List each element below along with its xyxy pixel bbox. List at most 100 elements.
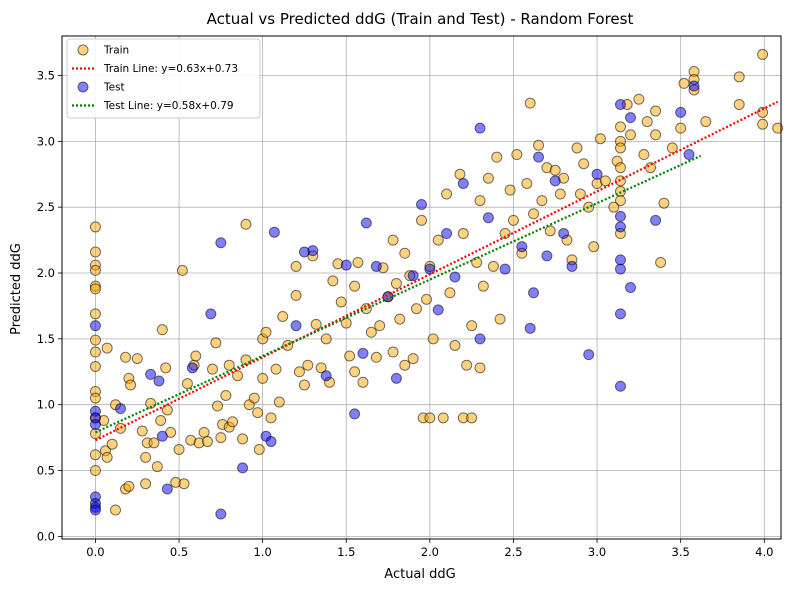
- train-point: [155, 414, 167, 426]
- train-point: [658, 197, 670, 209]
- train-point: [466, 412, 478, 424]
- test-point: [614, 254, 626, 266]
- train-point: [327, 275, 339, 287]
- train-point: [349, 280, 361, 292]
- train-point: [437, 412, 449, 424]
- train-point: [387, 346, 399, 358]
- train-point: [89, 221, 101, 233]
- test-point: [683, 149, 695, 161]
- train-point: [115, 422, 127, 434]
- legend-train-line-label: Train Line: y=0.63x+0.73: [103, 63, 238, 75]
- train-point: [123, 480, 135, 492]
- train-point: [335, 296, 347, 308]
- test-point: [449, 271, 461, 283]
- train-point: [444, 287, 456, 299]
- legend: Train Train Line: y=0.63x+0.73 Test Test Li…: [66, 38, 261, 119]
- y-tick-label: 3.5: [37, 69, 55, 83]
- train-point: [349, 366, 361, 378]
- train-fit-line: [94, 100, 779, 442]
- train-point: [260, 326, 272, 338]
- train-point: [554, 188, 566, 200]
- train-point: [499, 228, 511, 240]
- legend-box: [66, 38, 261, 119]
- train-point: [650, 105, 662, 117]
- train-point: [370, 351, 382, 363]
- test-point: [558, 228, 570, 240]
- test-point: [675, 106, 687, 118]
- test-series: [89, 80, 700, 520]
- test-point: [186, 362, 198, 374]
- test-point: [153, 375, 165, 387]
- test-point: [215, 237, 227, 249]
- test-point: [591, 168, 603, 180]
- y-tick-label: 2.5: [37, 200, 55, 214]
- test-point: [307, 245, 319, 257]
- train-point: [421, 293, 433, 305]
- test-point: [268, 226, 280, 238]
- test-point: [650, 214, 662, 226]
- train-point: [521, 177, 533, 189]
- train-series: [89, 48, 784, 516]
- x-tick-label: 2.5: [504, 545, 522, 559]
- x-tick-label: 0.5: [170, 545, 188, 559]
- train-point: [282, 339, 294, 351]
- test-point: [516, 241, 528, 253]
- train-point: [220, 389, 232, 401]
- train-point: [678, 77, 690, 89]
- train-point: [407, 353, 419, 365]
- x-tick-label: 4.0: [755, 545, 773, 559]
- y-tick-label: 1.0: [37, 398, 55, 412]
- test-point: [360, 217, 372, 229]
- train-point: [533, 139, 545, 151]
- train-point: [89, 346, 101, 358]
- train-point: [578, 158, 590, 170]
- train-point: [131, 353, 143, 365]
- test-point: [115, 403, 127, 415]
- train-point: [210, 337, 222, 349]
- train-point: [625, 129, 637, 141]
- train-point: [89, 308, 101, 320]
- legend-train-marker: [77, 44, 89, 56]
- train-point: [733, 98, 745, 110]
- train-point: [466, 320, 478, 332]
- train-point: [461, 359, 473, 371]
- test-point: [474, 333, 486, 345]
- train-point: [290, 289, 302, 301]
- train-point: [156, 324, 168, 336]
- train-point: [457, 228, 469, 240]
- train-point: [160, 362, 172, 374]
- train-point: [675, 122, 687, 134]
- train-point: [594, 133, 606, 145]
- train-point: [178, 478, 190, 490]
- test-point: [237, 462, 249, 474]
- train-point: [549, 164, 561, 176]
- test-point: [161, 483, 173, 495]
- train-point: [257, 372, 269, 384]
- train-point: [270, 363, 282, 375]
- train-point: [101, 451, 113, 463]
- train-point: [424, 412, 436, 424]
- train-point: [757, 118, 769, 130]
- train-point: [410, 303, 422, 315]
- train-point: [140, 478, 152, 490]
- train-point: [487, 260, 499, 272]
- train-point: [227, 416, 239, 428]
- train-point: [176, 264, 188, 276]
- train-point: [454, 168, 466, 180]
- train-point: [89, 465, 101, 477]
- test-point: [614, 210, 626, 222]
- train-point: [106, 438, 118, 450]
- test-point: [625, 112, 637, 124]
- train-point: [352, 256, 364, 268]
- fit-lines: [94, 100, 779, 442]
- train-point: [248, 392, 260, 404]
- x-tick-label: 3.5: [672, 545, 690, 559]
- train-point: [588, 241, 600, 253]
- test-point: [156, 430, 168, 442]
- test-point: [205, 308, 217, 320]
- train-point: [507, 214, 519, 226]
- train-point: [237, 433, 249, 445]
- test-point: [566, 260, 578, 272]
- test-point: [625, 282, 637, 293]
- test-point: [499, 263, 511, 275]
